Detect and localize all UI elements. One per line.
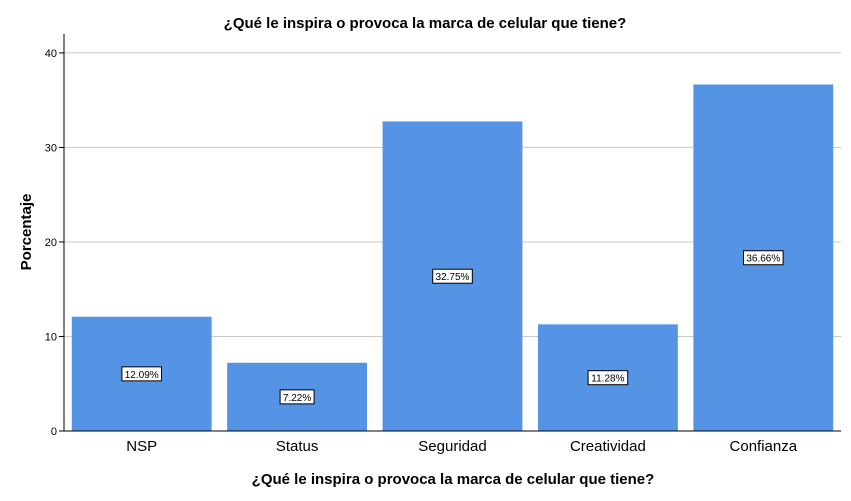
y-axis-title: Porcentaje bbox=[18, 194, 35, 271]
bars bbox=[71, 84, 834, 432]
x-tick-label: Creatividad bbox=[570, 438, 646, 455]
data-label: 32.75% bbox=[436, 272, 470, 283]
chart-title: ¿Qué le inspira o provoca la marca de ce… bbox=[224, 15, 627, 32]
labels: 0 10 20 30 40 NSP 12.09% Status 7.22% Seguridad 32… bbox=[45, 48, 798, 455]
y-tick-label: 10 bbox=[45, 331, 57, 343]
x-tick-label: Seguridad bbox=[418, 438, 486, 455]
y-tick-label: 30 bbox=[45, 142, 57, 154]
y-tick-label: 40 bbox=[45, 48, 57, 60]
data-label-box bbox=[279, 389, 315, 405]
data-label-box bbox=[743, 250, 784, 266]
data-label: 12.09% bbox=[125, 370, 159, 381]
data-label: 36.66% bbox=[746, 254, 780, 265]
data-label-box bbox=[587, 370, 629, 386]
x-tick-label: Status bbox=[276, 438, 319, 455]
x-tick-label: NSP bbox=[126, 438, 157, 455]
axes bbox=[59, 34, 841, 432]
y-tick-label: 20 bbox=[45, 237, 57, 249]
data-label-box bbox=[432, 268, 473, 284]
x-tick-label: Confianza bbox=[730, 438, 798, 455]
y-tick-label: 0 bbox=[51, 426, 57, 438]
data-label: 11.28% bbox=[591, 374, 624, 385]
data-label: 7.22% bbox=[283, 393, 311, 404]
x-axis-title: ¿Qué le inspira o provoca la marca de ce… bbox=[252, 471, 655, 488]
data-label-box bbox=[121, 366, 162, 382]
